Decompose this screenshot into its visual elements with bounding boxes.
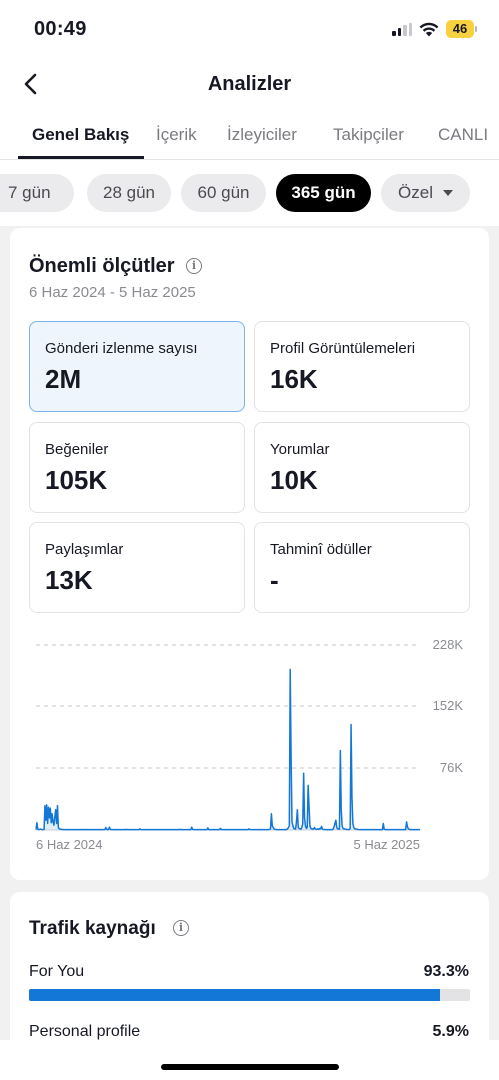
traffic-label-for-you: For You	[29, 963, 85, 980]
metric-label: Profil Görüntülemeleri	[270, 340, 416, 357]
date-range-chips: 7 gün 28 gün 60 gün 365 gün Özel	[0, 160, 499, 226]
home-indicator[interactable]	[161, 1064, 339, 1070]
views-line-chart[interactable]: 228K 152K 76K 6 Haz 2024 5 Haz 2025	[10, 633, 489, 873]
range-label: Özel	[398, 183, 433, 202]
metric-value: 10K	[270, 465, 318, 495]
tab-viewers[interactable]: İzleyiciler	[227, 125, 297, 144]
views-area	[36, 669, 420, 830]
range-label: 365 gün	[291, 183, 356, 202]
tab-overview[interactable]: Genel Bakış	[32, 125, 130, 144]
traffic-value-personal-profile: 5.9%	[432, 1023, 469, 1040]
bottom-safe-area	[0, 1040, 499, 1080]
metric-value: -	[270, 565, 279, 595]
status-icons: 46	[392, 20, 477, 38]
traffic-bar-for-you	[29, 989, 470, 1001]
tab-live[interactable]: CANLI	[438, 125, 489, 144]
metric-label: Beğeniler	[45, 441, 109, 458]
metric-label: Yorumlar	[270, 441, 330, 458]
caret-down-icon	[442, 190, 453, 196]
x-label-end: 5 Haz 2025	[354, 837, 421, 852]
traffic-label-personal-profile: Personal profile	[29, 1023, 141, 1040]
status-time: 00:49	[34, 18, 87, 40]
views-line	[35, 668, 420, 831]
range-365-days[interactable]: 365 gün	[276, 174, 371, 212]
traffic-bar-fill	[29, 989, 441, 1001]
metric-profile-views[interactable]: Profil Görüntülemeleri 16K	[254, 321, 470, 412]
page-title: Analizler	[207, 73, 292, 95]
battery-icon: 46	[446, 20, 477, 38]
status-bar: 00:49 46	[0, 0, 499, 56]
range-label: 60 gün	[197, 183, 250, 202]
tab-bar: Genel Bakış İçerik İzleyiciler Takipçile…	[0, 112, 499, 160]
metric-likes[interactable]: Beğeniler 105K	[29, 422, 245, 513]
metric-post-views[interactable]: Gönderi izlenme sayısı 2M	[29, 321, 245, 412]
x-label-start: 6 Haz 2024	[36, 837, 103, 852]
key-metrics-card: Önemli ölçütler i 6 Haz 2024 - 5 Haz 202…	[10, 228, 489, 880]
traffic-value-for-you: 93.3%	[423, 963, 469, 980]
metric-shares[interactable]: Paylaşımlar 13K	[29, 522, 245, 613]
tab-underline	[18, 156, 144, 159]
metric-label: Paylaşımlar	[45, 541, 124, 558]
header: Analizler	[0, 56, 499, 112]
y-tick-152k: 152K	[433, 698, 464, 713]
signal-icon	[392, 22, 412, 36]
metric-estimated-rewards[interactable]: Tahminî ödüller -	[254, 522, 470, 613]
range-custom[interactable]: Özel	[381, 174, 470, 212]
metric-value: 2M	[45, 364, 82, 394]
key-metrics-title: Önemli ölçütler	[29, 255, 175, 277]
traffic-source-title: Trafik kaynağı	[29, 918, 156, 939]
tab-followers[interactable]: Takipçiler	[333, 125, 404, 144]
metric-comments[interactable]: Yorumlar 10K	[254, 422, 470, 513]
wifi-icon	[419, 22, 439, 36]
range-28-days[interactable]: 28 gün	[87, 174, 171, 212]
metric-value: 105K	[45, 465, 108, 495]
battery-level: 46	[446, 20, 474, 38]
traffic-source-card: Trafik kaynağı i For You 93.3% Personal …	[10, 892, 489, 1052]
info-icon[interactable]: i	[186, 258, 202, 274]
tab-content[interactable]: İçerik	[156, 125, 197, 144]
metric-label: Tahminî ödüller	[270, 541, 372, 558]
metric-value: 13K	[45, 565, 93, 595]
date-range-label: 6 Haz 2024 - 5 Haz 2025	[29, 284, 196, 301]
range-label: 7 gün	[8, 183, 51, 202]
range-60-days[interactable]: 60 gün	[181, 174, 266, 212]
info-icon[interactable]: i	[173, 920, 189, 936]
metric-value: 16K	[270, 364, 318, 394]
y-tick-228k: 228K	[433, 637, 464, 652]
back-arrow-icon[interactable]	[18, 70, 46, 98]
range-7-days[interactable]: 7 gün	[0, 174, 74, 212]
range-label: 28 gün	[103, 183, 155, 202]
metric-label: Gönderi izlenme sayısı	[45, 340, 198, 357]
y-tick-76k: 76K	[440, 760, 463, 775]
